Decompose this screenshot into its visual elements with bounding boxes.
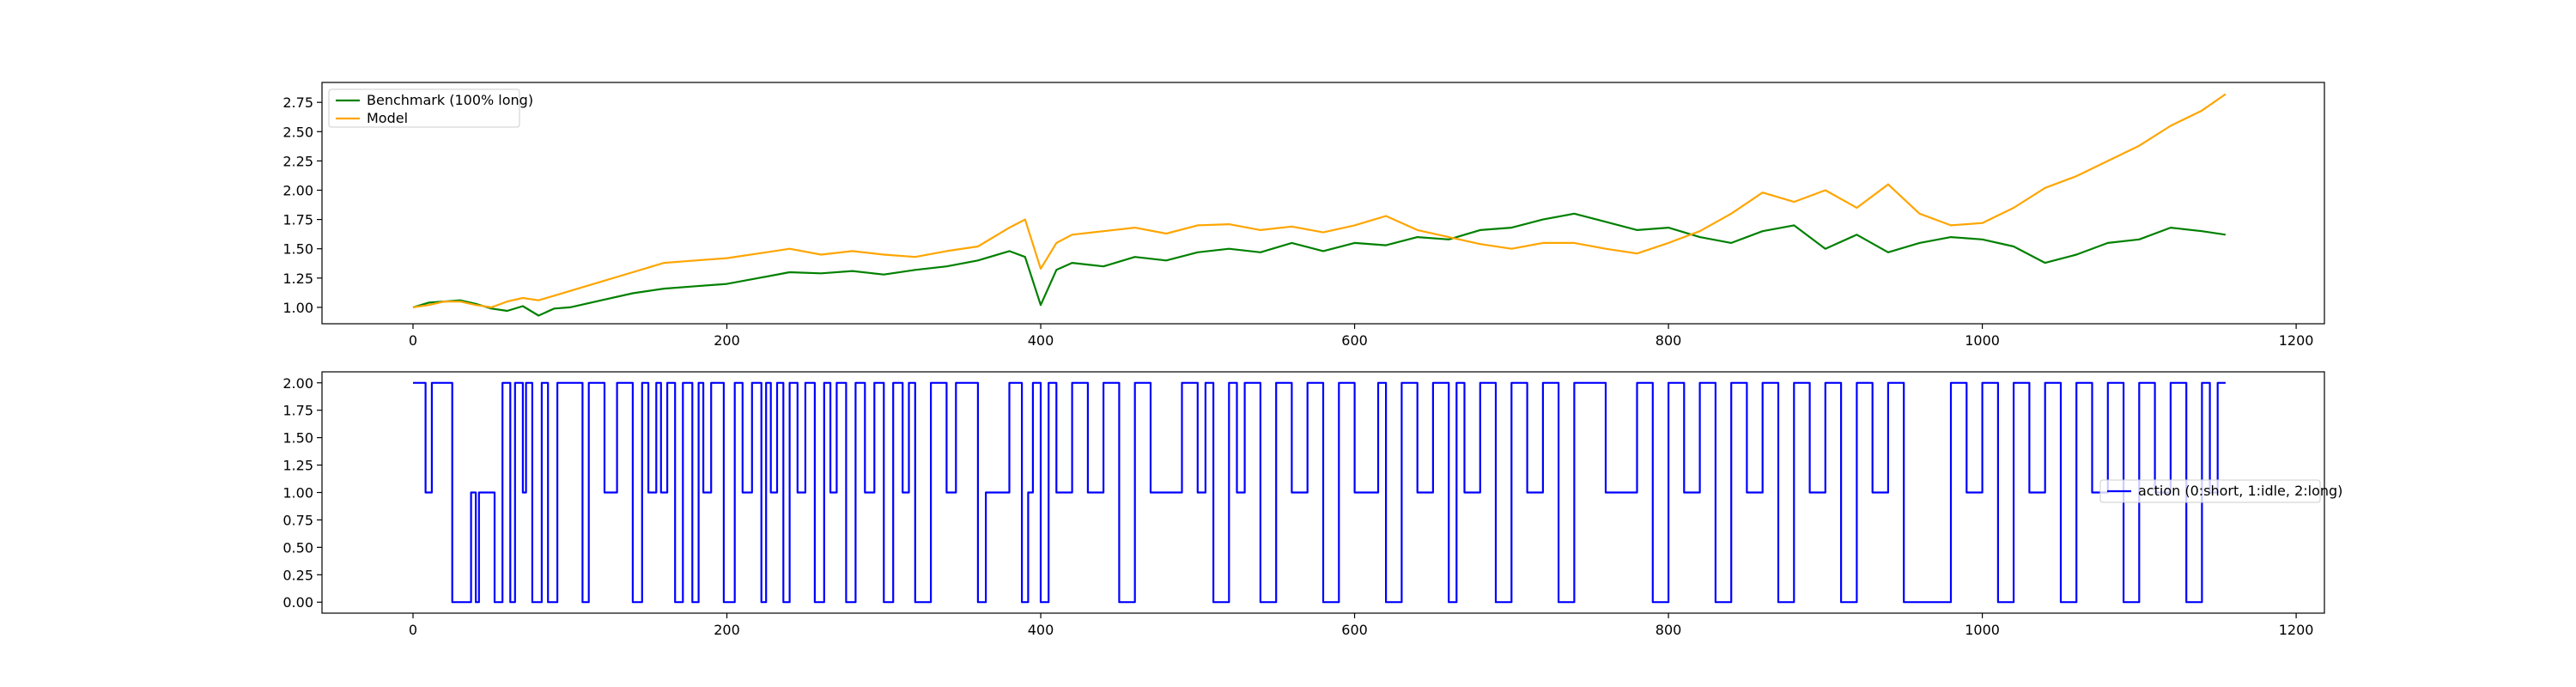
series-line-1-0	[413, 381, 2226, 604]
x-tick-label: 400	[1028, 622, 1054, 638]
x-tick-label: 1200	[2279, 622, 2314, 638]
series-line-0-0	[412, 212, 2227, 317]
legend-box	[328, 88, 520, 128]
y-tick-label: 1.00	[283, 485, 313, 502]
legend-label: action (0:short, 1:idle, 2:long)	[2138, 483, 2342, 499]
action-chart: 0 200 400 600 800 1000 1200 0.00 0.25 0.50 0.75 1.0…	[283, 371, 2342, 638]
x-tick-label: 200	[714, 332, 740, 349]
y-tick-label: 1.75	[283, 212, 313, 228]
y-tick-label: 1.50	[283, 430, 313, 447]
y-tick-label: 1.25	[283, 458, 313, 474]
series-line-0-1	[412, 93, 2227, 308]
y-tick-label: 2.25	[283, 153, 313, 169]
y-tick-label: 0.75	[283, 512, 313, 528]
x-tick-label: 1000	[1965, 332, 2000, 349]
x-tick-label: 200	[714, 622, 740, 638]
x-tick-label: 400	[1028, 332, 1054, 349]
x-tick-label: 800	[1656, 332, 1682, 349]
x-tick-label: 600	[1341, 332, 1368, 349]
x-tick-label: 0	[409, 622, 417, 638]
legend-box	[2099, 479, 2321, 503]
x-tick-label: 800	[1656, 622, 1682, 638]
x-tick-label: 0	[409, 332, 417, 349]
y-tick-label: 0.00	[283, 594, 313, 611]
x-tick-label: 600	[1341, 622, 1368, 638]
legend-label: Benchmark (100% long)	[367, 92, 533, 108]
y-tick-label: 1.00	[283, 300, 313, 316]
x-tick-label: 1000	[1965, 622, 2000, 638]
y-tick-label: 2.00	[283, 375, 313, 392]
benchmark-model-chart: 0 200 400 600 800 1000 1200 1.00 1.25 1.50 1.75 2.0…	[283, 82, 2325, 349]
y-tick-label: 2.50	[283, 124, 313, 140]
y-tick-label: 1.50	[283, 241, 313, 258]
y-tick-label: 2.75	[283, 94, 313, 111]
y-tick-label: 2.00	[283, 182, 313, 198]
y-tick-label: 0.25	[283, 567, 313, 583]
legend-label: Model	[367, 110, 408, 126]
legend: Benchmark (100% long) Model	[328, 88, 533, 128]
y-tick-label: 0.50	[283, 539, 313, 556]
y-tick-label: 1.75	[283, 403, 313, 419]
y-tick-label: 1.25	[283, 271, 313, 287]
x-tick-label: 1200	[2279, 332, 2314, 349]
axes-frame	[321, 82, 2325, 325]
legend: action (0:short, 1:idle, 2:long)	[2099, 479, 2342, 503]
